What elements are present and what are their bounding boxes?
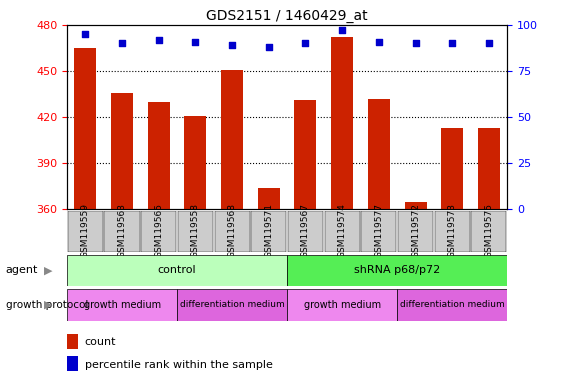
Point <box>264 44 273 50</box>
Text: percentile rank within the sample: percentile rank within the sample <box>85 360 272 370</box>
Text: GSM119574: GSM119574 <box>338 203 347 258</box>
Text: differentiation medium: differentiation medium <box>180 300 285 310</box>
Bar <box>441 128 463 209</box>
Bar <box>104 211 140 252</box>
Point <box>301 40 310 46</box>
Text: control: control <box>158 265 196 275</box>
Bar <box>221 70 243 209</box>
Bar <box>67 255 287 286</box>
Point <box>80 31 90 37</box>
Bar <box>178 211 213 252</box>
Text: GSM119568: GSM119568 <box>227 203 237 258</box>
Point <box>191 38 200 45</box>
Bar <box>325 211 360 252</box>
Point <box>448 40 457 46</box>
Text: ▶: ▶ <box>44 300 52 310</box>
Bar <box>147 102 170 209</box>
Bar <box>361 211 396 252</box>
Text: GSM119573: GSM119573 <box>448 203 456 258</box>
Point <box>374 38 384 45</box>
Bar <box>67 334 78 349</box>
Bar <box>177 289 287 321</box>
Bar <box>68 211 103 252</box>
Point <box>338 27 347 33</box>
Text: GSM119575: GSM119575 <box>484 203 493 258</box>
Text: ▶: ▶ <box>44 265 52 275</box>
Text: GSM119558: GSM119558 <box>191 203 200 258</box>
Bar <box>288 211 323 252</box>
Bar <box>215 211 250 252</box>
Text: count: count <box>85 338 116 348</box>
Bar <box>287 255 507 286</box>
Point <box>484 40 494 46</box>
Text: GSM119572: GSM119572 <box>411 203 420 258</box>
Point <box>154 36 163 43</box>
Bar <box>141 211 176 252</box>
Bar <box>478 128 500 209</box>
Text: GSM119577: GSM119577 <box>374 203 384 258</box>
Bar <box>258 188 280 209</box>
Text: GSM119567: GSM119567 <box>301 203 310 258</box>
Bar <box>397 289 507 321</box>
Bar <box>67 289 177 321</box>
Point <box>411 40 420 46</box>
Bar <box>111 93 133 209</box>
Text: differentiation medium: differentiation medium <box>400 300 504 310</box>
Bar <box>67 356 78 371</box>
Bar <box>368 99 390 209</box>
Bar <box>331 37 353 209</box>
Bar <box>398 211 433 252</box>
Bar <box>405 202 427 209</box>
Text: growth medium: growth medium <box>304 300 381 310</box>
Text: GSM119563: GSM119563 <box>118 203 127 258</box>
Bar <box>294 100 317 209</box>
Point <box>227 42 237 48</box>
Text: shRNA p68/p72: shRNA p68/p72 <box>354 265 440 275</box>
Bar <box>434 211 470 252</box>
Bar <box>251 211 286 252</box>
Text: agent: agent <box>6 265 38 275</box>
Point <box>117 40 127 46</box>
Text: GSM119565: GSM119565 <box>154 203 163 258</box>
Text: growth medium: growth medium <box>83 300 161 310</box>
Title: GDS2151 / 1460429_at: GDS2151 / 1460429_at <box>206 8 368 23</box>
Bar <box>287 289 397 321</box>
Text: growth protocol: growth protocol <box>6 300 88 310</box>
Text: GSM119559: GSM119559 <box>81 203 90 258</box>
Bar <box>184 116 206 209</box>
Text: GSM119571: GSM119571 <box>264 203 273 258</box>
Bar <box>471 211 507 252</box>
Bar <box>75 48 96 209</box>
